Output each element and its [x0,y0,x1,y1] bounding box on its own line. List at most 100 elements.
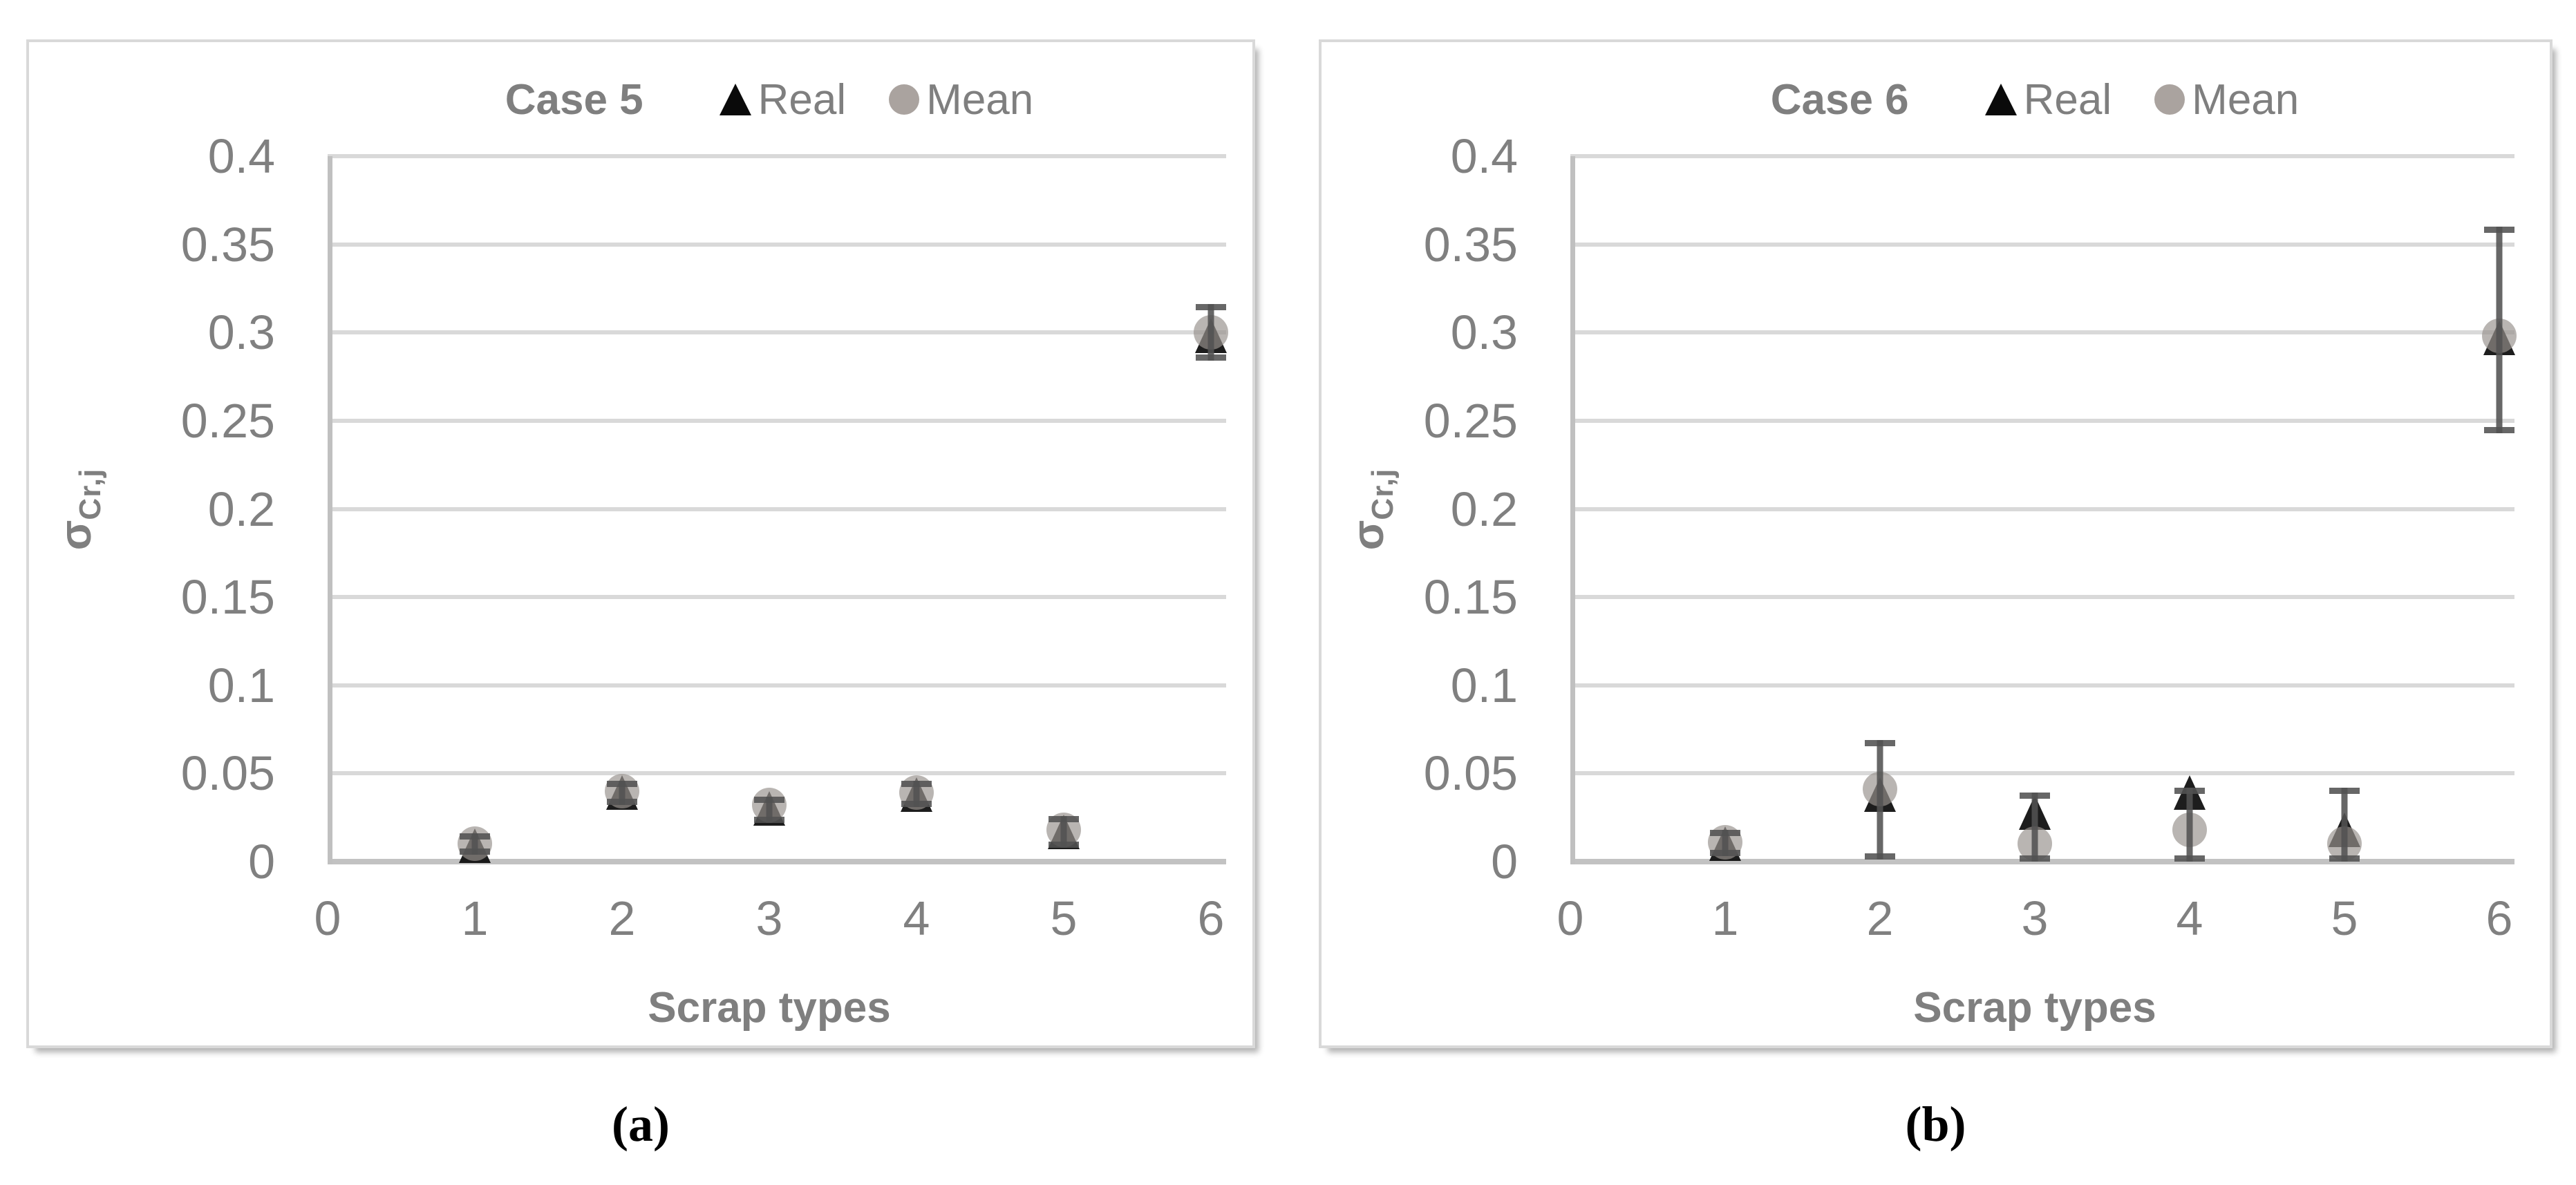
y-tick-label: 0.4 [207,129,275,183]
error-bar-cap-bottom [2020,855,2050,862]
error-bar-cap-bottom [2174,855,2205,862]
x-tick-label: 6 [1197,891,1225,945]
chart-header: Case 6 Real Mean [1570,68,2499,131]
x-tick-label: 4 [2176,891,2203,945]
x-tick-label: 5 [1050,891,1078,945]
y-tick-label: 0 [1491,835,1518,889]
x-tick-label: 3 [755,891,783,945]
subfigure-caption-b: (b) [1905,1097,1966,1152]
real-triangle-icon [1984,84,2017,115]
x-tick-label: 5 [2331,891,2358,945]
error-bar-cap-top [1049,815,1079,822]
x-tick-label: 4 [903,891,930,945]
error-bar [754,796,784,823]
x-tick-label: 2 [608,891,636,945]
error-bar [901,780,932,807]
error-bar-line [1207,304,1214,361]
x-tick-label: 0 [314,891,341,945]
error-bar-line [2186,787,2193,862]
x-axis-title: Scrap types [648,984,891,1032]
error-bar [1049,815,1079,848]
error-bar-cap-top [2020,793,2050,799]
gridline-y-0.1 [1570,683,2514,688]
error-bar-cap-bottom [2484,426,2514,433]
chart-panel-case5: Case 5 Real Mean σCr,j 0 0.05 0.1 0.15 0.2 0.… [26,39,1255,1048]
subfigure-caption-a: (a) [612,1097,670,1152]
error-bar [2174,787,2205,862]
error-bar-line [1060,815,1067,848]
error-bar-cap-top [1865,739,1895,746]
y-tick-label: 0.1 [207,658,275,712]
error-bar [607,780,637,806]
gridline-y-0.2 [328,506,1226,511]
gridline-y-0.05 [328,771,1226,776]
error-bar-line [1722,830,1729,857]
error-bar-cap-bottom [1865,853,1895,860]
plot-area-case5: 0 0.05 0.1 0.15 0.2 0.25 0.3 0.35 0.4 0 1 2 3 4 5 6 [181,131,1228,943]
error-bar-cap-top [2484,227,2514,234]
error-bar-cap-top [607,780,637,787]
gridline-y-0.05 [1570,771,2514,776]
gridline-y-0.35 [1570,242,2514,247]
error-bar-cap-bottom [1710,850,1740,857]
error-bar [2329,787,2360,862]
gridline-y-0.4 [1570,154,2514,158]
x-tick-label: 2 [1866,891,1894,945]
plot-area-case6: 0 0.05 0.1 0.15 0.2 0.25 0.3 0.35 0.4 0 1 2 3 4 5 6 [1424,131,2517,943]
y-tick-label: 0.05 [1423,746,1518,801]
real-triangle-icon [719,84,751,115]
gridline-y-0.15 [328,595,1226,600]
legend-label-real: Real [2023,75,2112,124]
error-bar-cap-top [2329,787,2360,794]
legend-item-real: Real [1984,75,2112,124]
y-tick-label: 0.3 [207,305,275,360]
error-bar-cap-top [2174,787,2205,794]
legend-item-mean: Mean [2154,75,2299,124]
error-bar-line [913,780,920,807]
chart-panel-case6: Case 6 Real Mean σCr,j 0 0.05 0.1 0.15 0.2 0.… [1319,39,2553,1048]
legend: Real Mean [719,75,1034,124]
error-bar-line [1877,739,1883,860]
gridline-y-0.35 [328,242,1226,247]
error-bar [2020,793,2050,862]
gridline-y-0.3 [1570,330,2514,335]
error-bar [1196,304,1226,361]
error-bar-cap-bottom [901,800,932,807]
x-tick-label: 1 [1711,891,1739,945]
error-bar-cap-bottom [2329,855,2360,862]
error-bar-line [471,833,478,855]
error-bar [460,833,490,855]
x-axis-title: Scrap types [1913,984,2156,1032]
error-bar-cap-top [1196,304,1226,311]
y-tick-label: 0.15 [1423,570,1518,625]
y-tick-label: 0.25 [180,393,275,448]
error-bar-cap-top [1710,830,1740,837]
gridline-y-0.25 [328,418,1226,423]
y-tick-label: 0.2 [1450,482,1518,536]
gridline-y-0.25 [1570,418,2514,423]
y-axis-line [328,156,332,864]
error-bar-line [766,796,773,823]
chart-title: Case 5 [505,75,643,124]
y-tick-label: 0.35 [180,217,275,272]
x-tick-label: 1 [461,891,489,945]
error-bar-cap-bottom [1196,354,1226,361]
error-bar-line [2341,787,2348,862]
error-bar-cap-bottom [1049,841,1079,848]
y-tick-label: 0.35 [1423,217,1518,272]
y-axis-line [1570,156,1575,864]
y-tick-label: 0.05 [180,746,275,801]
mean-circle-icon [889,84,920,115]
x-tick-label: 6 [2485,891,2513,945]
y-tick-label: 0.15 [180,570,275,625]
legend-label-mean: Mean [926,75,1034,124]
y-tick-label: 0.2 [207,482,275,536]
y-tick-label: 0.25 [1423,393,1518,448]
error-bar [2484,227,2514,433]
gridline-y-0.3 [328,330,1226,335]
y-tick-label: 0.3 [1450,305,1518,360]
error-bar-line [2496,227,2503,433]
error-bar [1710,830,1740,857]
gridline-y-0.4 [328,154,1226,158]
